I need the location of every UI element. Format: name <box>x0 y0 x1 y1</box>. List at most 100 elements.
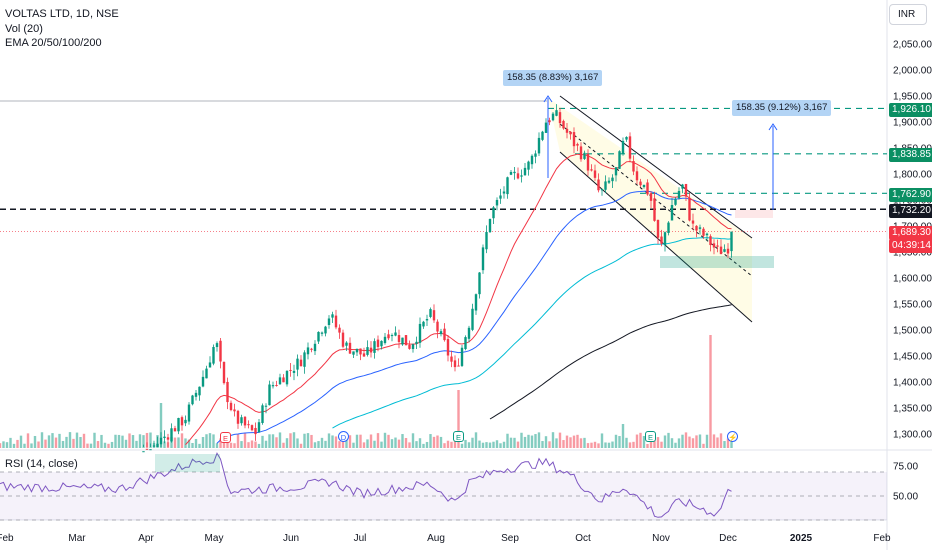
volume-bar <box>208 433 212 448</box>
candle-body <box>163 436 166 439</box>
candle-body <box>229 402 233 411</box>
volume-bar <box>16 439 19 448</box>
volume-bar <box>579 438 583 448</box>
volume-bar <box>0 443 2 448</box>
candle-body <box>730 231 733 252</box>
volume-bar <box>135 440 138 448</box>
candle-body <box>702 228 705 236</box>
volume-bar <box>65 436 68 448</box>
time-tick-label: Apr <box>138 533 154 544</box>
earnings-event-icon[interactable]: E <box>645 431 656 442</box>
volume-bar <box>656 437 660 448</box>
volume-bar <box>432 436 436 448</box>
price-tick-label: 1,950.00 <box>893 92 932 103</box>
candle-body <box>380 340 383 347</box>
legend-volume[interactable]: Vol (20) <box>5 22 43 35</box>
flash-event-icon[interactable]: ⚡ <box>727 431 738 442</box>
candle-body <box>653 198 656 221</box>
volume-bar <box>89 443 93 448</box>
volume-bar <box>667 432 670 448</box>
measure-label-top[interactable]: 158.35 (8.83%) 3,167 <box>503 70 603 86</box>
volume-bar <box>233 443 236 448</box>
volume-bar <box>551 432 555 448</box>
volume-bar <box>334 436 338 448</box>
volume-bar <box>663 435 667 448</box>
candle-body <box>509 171 513 175</box>
candle-body <box>401 337 404 345</box>
candle-body <box>359 348 362 355</box>
volume-bar <box>625 437 628 448</box>
candle-body <box>149 449 152 451</box>
volume-bar <box>670 438 674 448</box>
volume-bar <box>642 436 646 448</box>
volume-bar <box>369 434 373 448</box>
currency-button[interactable]: INR <box>889 4 927 25</box>
candle-body <box>345 342 348 346</box>
candle-body <box>194 392 198 397</box>
candle-body <box>366 347 369 355</box>
legend-ema[interactable]: EMA 20/50/100/200 <box>5 37 102 49</box>
resistance-zone <box>735 210 773 218</box>
volume-bar <box>254 441 257 448</box>
candle-body <box>513 171 516 174</box>
candle-body <box>432 310 436 321</box>
candle-body <box>271 385 275 387</box>
volume-bar <box>58 433 61 448</box>
candle-body <box>404 335 408 346</box>
candle-body <box>572 132 576 147</box>
volume-bar <box>215 443 219 448</box>
countdown-tag: 04:39:14 <box>889 239 932 253</box>
earnings-event-icon[interactable]: E <box>453 431 464 442</box>
candle-body <box>341 332 345 347</box>
time-tick-label: Feb <box>873 533 891 544</box>
volume-bar <box>12 443 16 448</box>
time-tick-label: Oct <box>575 533 591 544</box>
dividend-event-icon[interactable]: D <box>338 431 349 442</box>
volume-bar <box>534 434 537 448</box>
candle-body <box>600 189 604 191</box>
candle-body <box>191 395 194 405</box>
volume-bar <box>114 434 117 448</box>
volume-bar <box>327 433 331 448</box>
legend-symbol[interactable]: VOLTAS LTD, 1D, NSE <box>5 8 119 20</box>
volume-bar <box>702 443 705 448</box>
volume-bar <box>5 442 9 448</box>
volume-bar <box>359 434 362 448</box>
candle-body <box>705 233 709 236</box>
time-tick-label: Aug <box>427 533 445 544</box>
candle-body <box>383 336 387 344</box>
volume-bar <box>709 335 712 448</box>
measure-arrow-head <box>543 95 553 103</box>
volume-bar <box>383 432 387 448</box>
price-tag-1926: 1,926.10 <box>889 103 932 117</box>
volume-bar <box>187 439 191 448</box>
volume-bar <box>397 439 401 448</box>
volume-bar <box>446 440 450 448</box>
volume-bar <box>198 443 201 448</box>
volume-bar <box>562 440 565 448</box>
volume-bar <box>240 441 243 448</box>
volume-bar <box>177 437 180 448</box>
volume-bar <box>331 435 334 448</box>
rsi-legend[interactable]: RSI (14, close) <box>5 458 78 470</box>
candle-body <box>184 419 187 424</box>
volume-bar <box>495 440 499 448</box>
candle-body <box>299 359 303 367</box>
earnings-event-icon[interactable]: E <box>220 432 231 443</box>
candle-body <box>436 321 439 332</box>
candle-body <box>254 427 257 435</box>
candle-body <box>145 448 149 450</box>
candle-body <box>317 331 320 342</box>
volume-bar <box>548 441 551 448</box>
price-tick-label: 1,400.00 <box>893 378 932 389</box>
volume-bar <box>611 441 614 448</box>
volume-bar <box>93 432 96 448</box>
candle-body <box>681 184 684 189</box>
candle-body <box>292 370 296 373</box>
volume-bar <box>688 436 691 448</box>
rsi-overbought-fill <box>155 454 220 472</box>
last-price-tag: 1,689.30 <box>889 226 932 240</box>
measure-label-target[interactable]: 158.35 (9.12%) 3,167 <box>732 100 832 116</box>
volume-bar <box>380 441 383 448</box>
